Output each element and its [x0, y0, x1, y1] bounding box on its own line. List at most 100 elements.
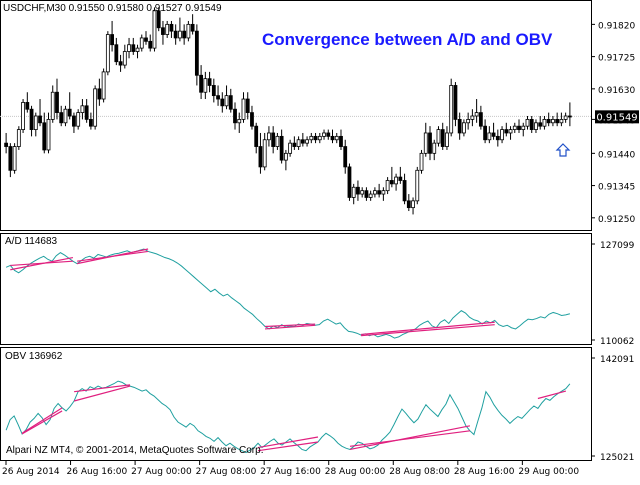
candle-body-bear: [182, 30, 187, 39]
candle: [4, 132, 9, 154]
candle: [300, 132, 305, 147]
candle-body-bull: [385, 180, 390, 192]
candle: [118, 54, 123, 72]
candle-body-bull: [508, 129, 513, 134]
candle-body-bear: [330, 135, 335, 141]
time-tick-label: 27 Aug 16:00: [260, 467, 321, 477]
candle-body-bull: [449, 85, 454, 134]
candle-body-bear: [347, 166, 352, 198]
candle: [402, 173, 407, 205]
candle: [296, 136, 301, 150]
candle: [144, 31, 148, 45]
candle-body-bull: [275, 135, 280, 147]
candle-body-bear: [216, 95, 220, 100]
indicator-tick-label: 142091: [600, 355, 634, 365]
candle: [211, 78, 216, 103]
candle: [534, 119, 538, 133]
symbol-label: USDCHF,M30: [3, 3, 66, 14]
candle: [529, 116, 534, 133]
candle-body-bull: [351, 186, 356, 198]
obv-divergence-line: [349, 430, 470, 447]
candle-body-bear: [250, 112, 254, 127]
candle-body-bear: [440, 129, 445, 147]
candle-body-bull: [432, 142, 437, 154]
candle: [419, 149, 424, 174]
candle-body-bull: [563, 115, 568, 120]
candle: [97, 78, 102, 106]
candle-body-bull: [152, 10, 157, 49]
candle-body-bull: [33, 115, 38, 130]
ad-pane-frame: [0, 233, 592, 345]
time-tick-label: 27 Aug 00:00: [131, 467, 192, 477]
candle-body-bull: [105, 34, 110, 73]
candle-body-bull: [46, 118, 51, 151]
time-tick-label: 28 Aug 00:00: [325, 467, 386, 477]
candle-body-bear: [356, 186, 360, 195]
candle: [334, 132, 339, 144]
candle: [194, 24, 199, 86]
obv-divergence-line: [257, 436, 319, 449]
candle-body-bear: [491, 132, 496, 137]
candle-body-bull: [322, 132, 326, 137]
obv-pane-frame: [0, 347, 592, 461]
candle-body-bear: [428, 132, 432, 154]
ad-indicator-label: A/D 114683: [5, 236, 58, 247]
candle: [449, 78, 454, 137]
candle-body-bull: [309, 135, 314, 141]
candle: [178, 17, 182, 42]
candle: [394, 173, 398, 191]
price-tick-label: 0.91345: [598, 183, 635, 193]
candle: [21, 99, 25, 133]
candle: [385, 177, 390, 195]
candle-body-bear: [406, 200, 411, 209]
obv-divergence-line: [74, 384, 131, 393]
price-tick-label: 0.91725: [598, 54, 635, 64]
candle-body-bear: [457, 118, 462, 134]
candle-body-bear: [271, 132, 276, 147]
ad-divergence-line: [361, 321, 495, 336]
candle: [347, 163, 352, 201]
obv-series-layer: [5, 380, 571, 454]
candle: [398, 166, 403, 184]
candle: [220, 92, 225, 113]
candle-body-bull: [521, 125, 526, 130]
candle: [139, 34, 144, 52]
candle-body-bear: [84, 105, 89, 120]
candle: [8, 143, 13, 178]
candle: [525, 116, 530, 130]
candle: [372, 187, 377, 198]
candle-body-bull: [411, 200, 415, 209]
up-arrow-icon[interactable]: [555, 143, 571, 157]
time-tick-label: 28 Aug 16:00: [454, 467, 515, 477]
indicator-tick-label: 127099: [600, 241, 635, 251]
candle-body-bear: [25, 102, 30, 110]
candle-body-bear: [97, 88, 102, 100]
ad-line: [5, 248, 571, 339]
candle: [313, 132, 318, 144]
candle-body-bear: [59, 112, 64, 124]
time-axis: 26 Aug 2014 26 Aug 16:00 27 Aug 00:00 27 Au…: [2, 461, 579, 477]
candle: [563, 112, 568, 123]
time-tick-label: 29 Aug 00:00: [518, 467, 579, 477]
candle: [199, 65, 204, 100]
candle-body-bull: [360, 190, 365, 195]
obv-divergence-line: [21, 410, 63, 435]
candle: [440, 122, 445, 150]
candle-body-bear: [29, 108, 34, 130]
candle-body-bear: [211, 85, 216, 97]
candle-body-bull: [462, 122, 466, 134]
candle-body-bull: [317, 135, 322, 141]
candle-body-bull: [296, 139, 301, 147]
candle: [271, 126, 276, 154]
candle-body-bear: [389, 180, 394, 185]
candle-body-bear: [220, 98, 225, 107]
candle: [25, 92, 30, 113]
candle: [67, 92, 72, 120]
candle: [538, 116, 543, 130]
candle-body-bull: [203, 78, 208, 93]
candle-body-bull: [436, 129, 441, 144]
candle: [326, 129, 331, 140]
candle: [216, 85, 220, 106]
